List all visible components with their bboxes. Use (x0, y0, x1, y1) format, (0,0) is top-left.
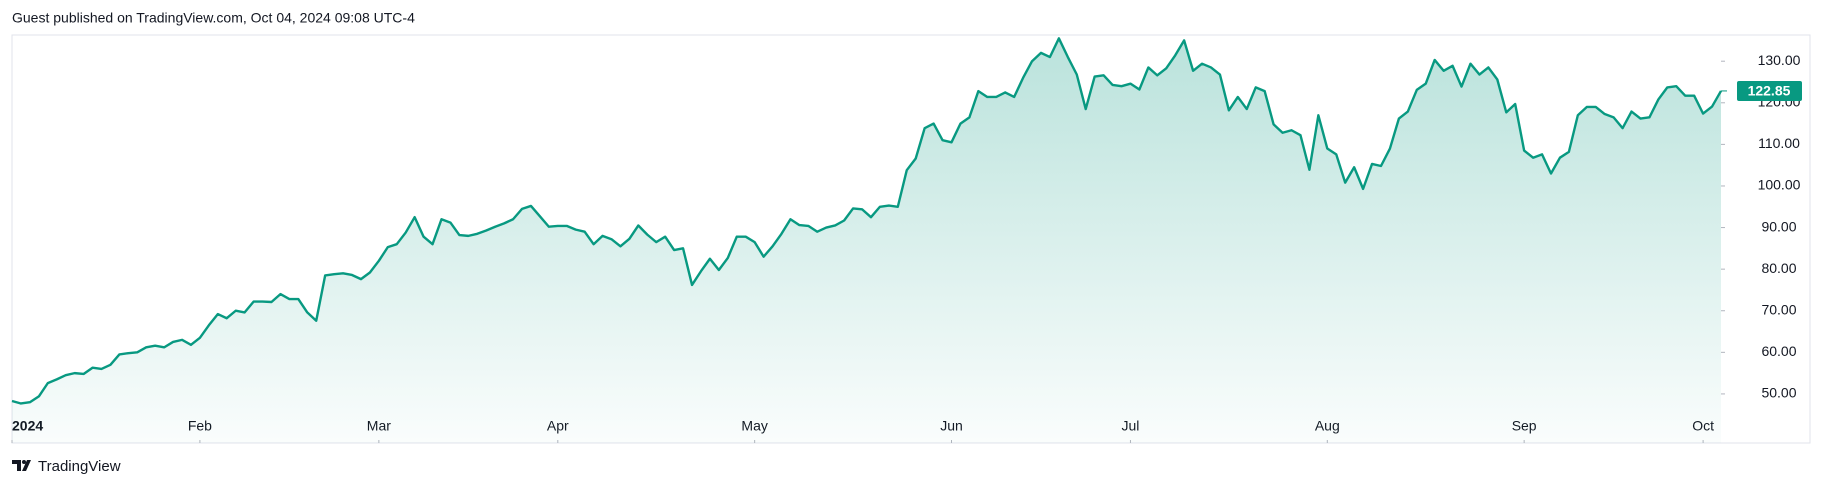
line (11, 37, 1723, 405)
header-text: Guest published on TradingView.com, Oct … (12, 10, 415, 26)
y-tick-label: 70.00 (1761, 301, 1796, 317)
logo (12, 460, 31, 471)
y-tick-label: 110.00 (1758, 135, 1800, 151)
last-value-label: 122.85 (1748, 83, 1791, 99)
area (12, 38, 1721, 443)
y-tick-label: 50.00 (1761, 385, 1796, 401)
y-tick-label: 130.00 (1758, 52, 1801, 68)
footer-brand: TradingView (38, 458, 121, 475)
last-value-box (1737, 80, 1802, 101)
y-tick-label: 90.00 (1761, 218, 1796, 234)
y-tick-label: 100.00 (1758, 177, 1801, 193)
y-tick-label: 60.00 (1761, 343, 1796, 359)
y-tick-label: 80.00 (1761, 260, 1796, 276)
